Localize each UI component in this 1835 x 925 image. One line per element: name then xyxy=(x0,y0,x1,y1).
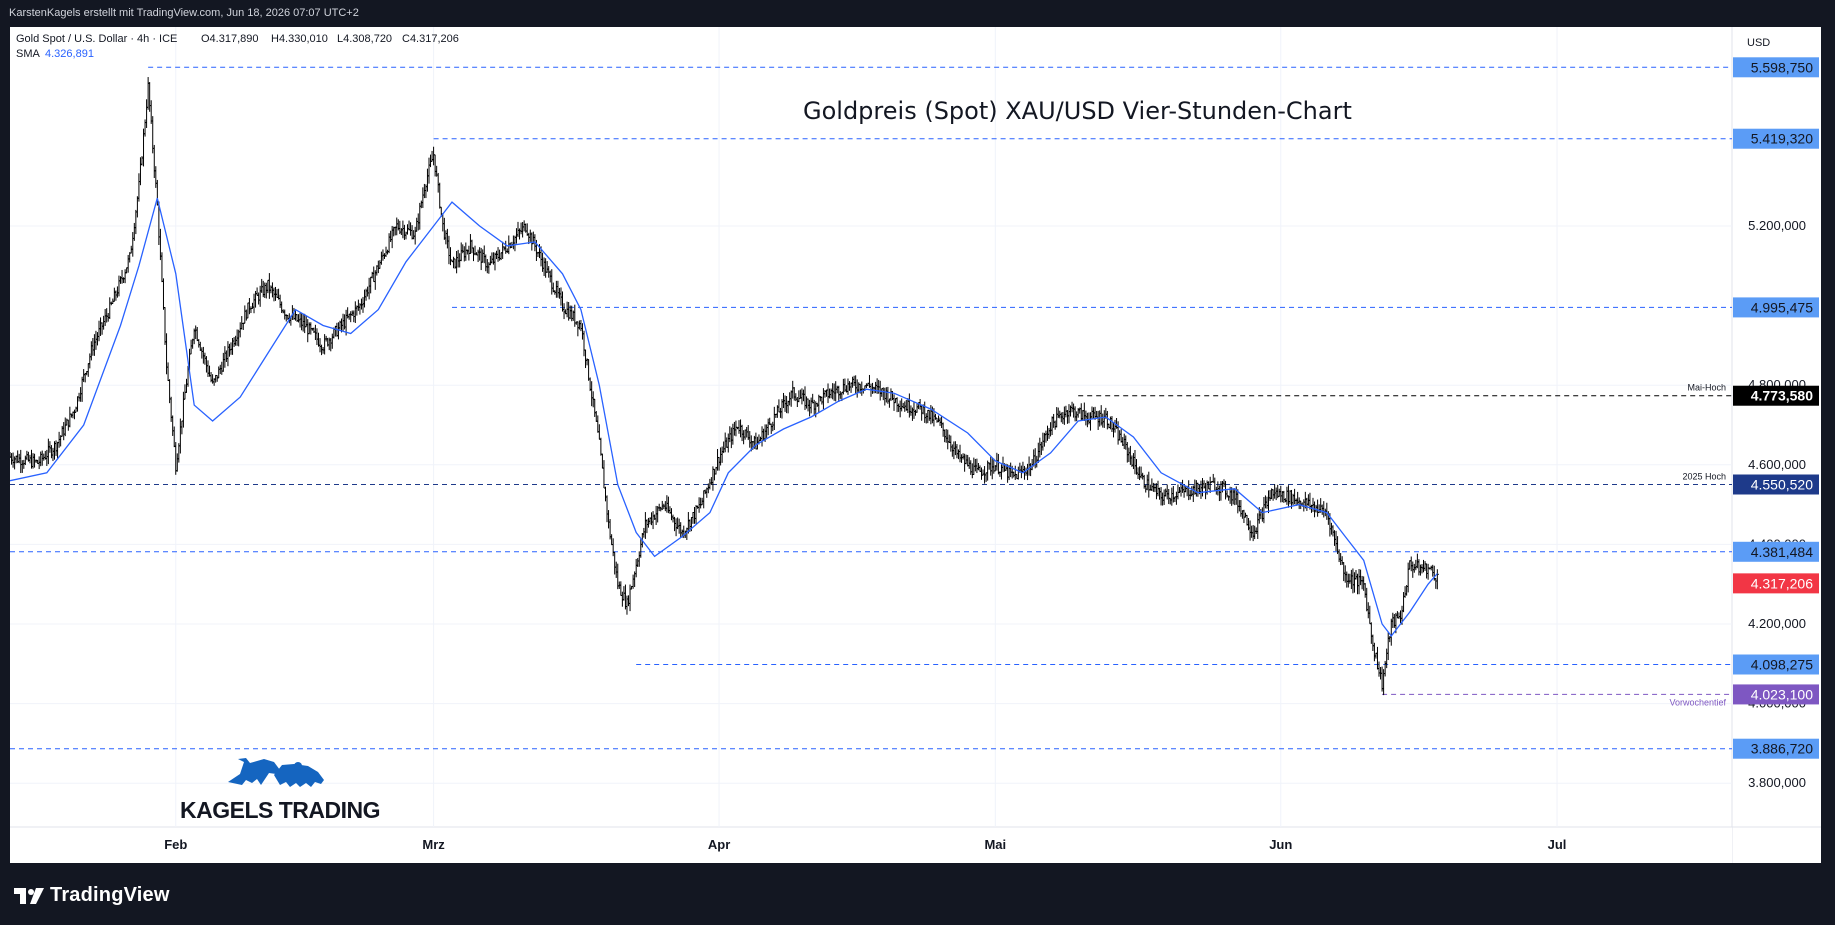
level-tag: 2025 Hoch xyxy=(1682,472,1726,482)
horizontal-levels xyxy=(10,66,1732,750)
level-badge xyxy=(1733,474,1819,495)
time-axis[interactable] xyxy=(10,827,1732,863)
level-badge-label: 3.886,720 xyxy=(1751,741,1813,757)
price-chart[interactable]: 5.200,0004.800,0004.600,0004.400,0004.20… xyxy=(10,27,1821,863)
time-tick-label: Mai xyxy=(984,837,1006,852)
level-badge-label: 4.773,580 xyxy=(1751,388,1813,404)
price-tick-label: 5.200,000 xyxy=(1748,218,1806,233)
level-badge xyxy=(1733,57,1819,78)
level-badge-label: 4.098,275 xyxy=(1751,657,1813,673)
level-badge xyxy=(1733,128,1819,149)
last-price-label: 4.317,206 xyxy=(1751,575,1813,591)
candles xyxy=(10,77,1439,696)
bear-icon xyxy=(274,762,324,787)
legend-sma-label: SMA xyxy=(16,48,41,60)
sma-line-layer xyxy=(10,197,1438,638)
level-badge xyxy=(1733,654,1819,675)
level-badge-label: 4.550,520 xyxy=(1751,477,1813,493)
legend-close: C4.317,206 xyxy=(402,33,459,45)
level-badge-label: 4.995,475 xyxy=(1751,299,1813,315)
kagels-trading-logo: KAGELS TRADING xyxy=(180,758,381,823)
legend-high: H4.330,010 xyxy=(271,33,328,45)
footer-bar: TradingView xyxy=(0,866,1835,925)
price-badges: 5.598,750 5.419,320 4.995,475 Mai-Hoch 4.773… xyxy=(1669,57,1819,759)
level-tag: Vorwochentief xyxy=(1669,697,1726,707)
legend-sma-value: 4.326,891 xyxy=(45,48,94,60)
chart-title: Goldpreis (Spot) XAU/USD Vier-Stunden-Ch… xyxy=(803,97,1352,125)
legend-open: O4.317,890 xyxy=(201,33,259,45)
level-badge xyxy=(1733,385,1819,406)
level-badge xyxy=(1733,541,1819,562)
level-badge xyxy=(1733,297,1819,318)
time-tick-label: Jul xyxy=(1548,837,1567,852)
level-badge xyxy=(1733,684,1819,705)
tradingview-logo[interactable]: TradingView xyxy=(14,884,170,907)
chart-frame[interactable]: 5.200,0004.800,0004.600,0004.400,0004.20… xyxy=(10,27,1821,863)
tradingview-brand: TradingView xyxy=(50,884,170,906)
currency-label: USD xyxy=(1747,37,1770,49)
legend-low: L4.308,720 xyxy=(337,33,392,45)
price-tick-label: 3.800,000 xyxy=(1748,775,1806,790)
time-axis-ticks: Feb Mrz Apr Mai Jun Jul xyxy=(164,837,1566,852)
tradingview-icon xyxy=(14,887,44,904)
watermark-text: KAGELS TRADING xyxy=(180,797,380,823)
price-tick-label: 4.200,000 xyxy=(1748,616,1806,631)
level-badge xyxy=(1733,738,1819,759)
price-tick-label: 4.600,000 xyxy=(1748,457,1806,472)
legend-symbol: Gold Spot / U.S. Dollar · 4h · ICE xyxy=(16,33,177,45)
level-badge-label: 5.419,320 xyxy=(1751,131,1813,147)
bull-icon xyxy=(228,758,280,785)
price-axis-ticks: 5.200,0004.800,0004.600,0004.400,0004.20… xyxy=(1748,218,1806,790)
time-tick-label: Feb xyxy=(164,837,187,852)
attribution-text: KarstenKagels erstellt mit TradingView.c… xyxy=(9,7,359,19)
level-badge-label: 5.598,750 xyxy=(1751,59,1813,75)
level-badge-label: 4.381,484 xyxy=(1751,544,1813,560)
level-badge-label: 4.023,100 xyxy=(1751,686,1813,702)
time-tick-label: Mrz xyxy=(422,837,445,852)
time-tick-label: Jun xyxy=(1269,837,1292,852)
attribution-bar: KarstenKagels erstellt mit TradingView.c… xyxy=(0,0,1835,26)
time-tick-label: Apr xyxy=(708,837,730,852)
symbol-legend[interactable]: Gold Spot / U.S. Dollar · 4h · ICE O4.31… xyxy=(16,33,459,60)
last-price-badge xyxy=(1733,573,1819,594)
plot-area[interactable] xyxy=(10,27,1732,827)
sma-line xyxy=(10,197,1438,638)
level-tag: Mai-Hoch xyxy=(1687,383,1726,393)
